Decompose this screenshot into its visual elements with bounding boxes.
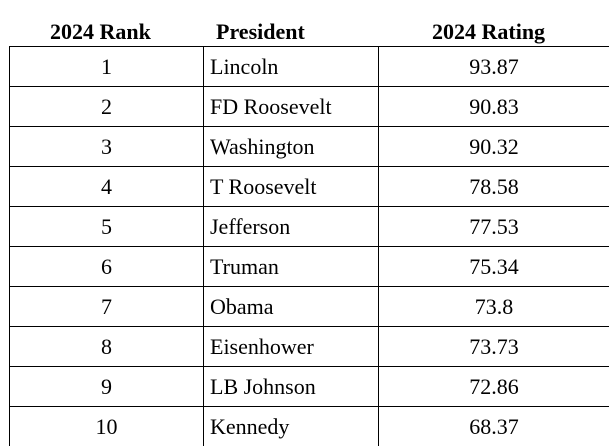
rating-cell: 78.58 <box>379 167 609 207</box>
column-header-rating: 2024 Rating <box>432 19 545 45</box>
president-cell: LB Johnson <box>204 367 379 407</box>
column-header-rank: 2024 Rank <box>50 19 151 45</box>
table-row: 1 Lincoln 93.87 <box>10 47 609 87</box>
president-cell: T Roosevelt <box>204 167 379 207</box>
rating-cell: 75.34 <box>379 247 609 287</box>
table-row: 7 Obama 73.8 <box>10 287 609 327</box>
rank-cell: 1 <box>10 47 204 87</box>
rating-cell: 77.53 <box>379 207 609 247</box>
president-cell: Obama <box>204 287 379 327</box>
rating-cell: 93.87 <box>379 47 609 87</box>
rank-cell: 10 <box>10 407 204 446</box>
rank-cell: 9 <box>10 367 204 407</box>
president-cell: Jefferson <box>204 207 379 247</box>
rank-cell: 4 <box>10 167 204 207</box>
rank-cell: 5 <box>10 207 204 247</box>
rating-cell: 73.8 <box>379 287 609 327</box>
president-cell: Lincoln <box>204 47 379 87</box>
rating-cell: 72.86 <box>379 367 609 407</box>
table-row: 10 Kennedy 68.37 <box>10 407 609 446</box>
table-row: 6 Truman 75.34 <box>10 247 609 287</box>
rank-cell: 7 <box>10 287 204 327</box>
table-row: 4 T Roosevelt 78.58 <box>10 167 609 207</box>
table-header-row: 2024 Rank President 2024 Rating <box>0 0 609 46</box>
table-row: 5 Jefferson 77.53 <box>10 207 609 247</box>
president-cell: Washington <box>204 127 379 167</box>
rank-cell: 3 <box>10 127 204 167</box>
rating-cell: 90.83 <box>379 87 609 127</box>
rating-cell: 68.37 <box>379 407 609 446</box>
president-cell: Kennedy <box>204 407 379 446</box>
president-cell: FD Roosevelt <box>204 87 379 127</box>
president-cell: Truman <box>204 247 379 287</box>
table-row: 9 LB Johnson 72.86 <box>10 367 609 407</box>
president-cell: Eisenhower <box>204 327 379 367</box>
table-row: 8 Eisenhower 73.73 <box>10 327 609 367</box>
president-ratings-table: 1 Lincoln 93.87 2 FD Roosevelt 90.83 3 W… <box>9 46 609 446</box>
column-header-president: President <box>216 19 305 45</box>
rank-cell: 6 <box>10 247 204 287</box>
table-row: 2 FD Roosevelt 90.83 <box>10 87 609 127</box>
rank-cell: 8 <box>10 327 204 367</box>
rank-cell: 2 <box>10 87 204 127</box>
table-row: 3 Washington 90.32 <box>10 127 609 167</box>
rating-cell: 73.73 <box>379 327 609 367</box>
rating-cell: 90.32 <box>379 127 609 167</box>
